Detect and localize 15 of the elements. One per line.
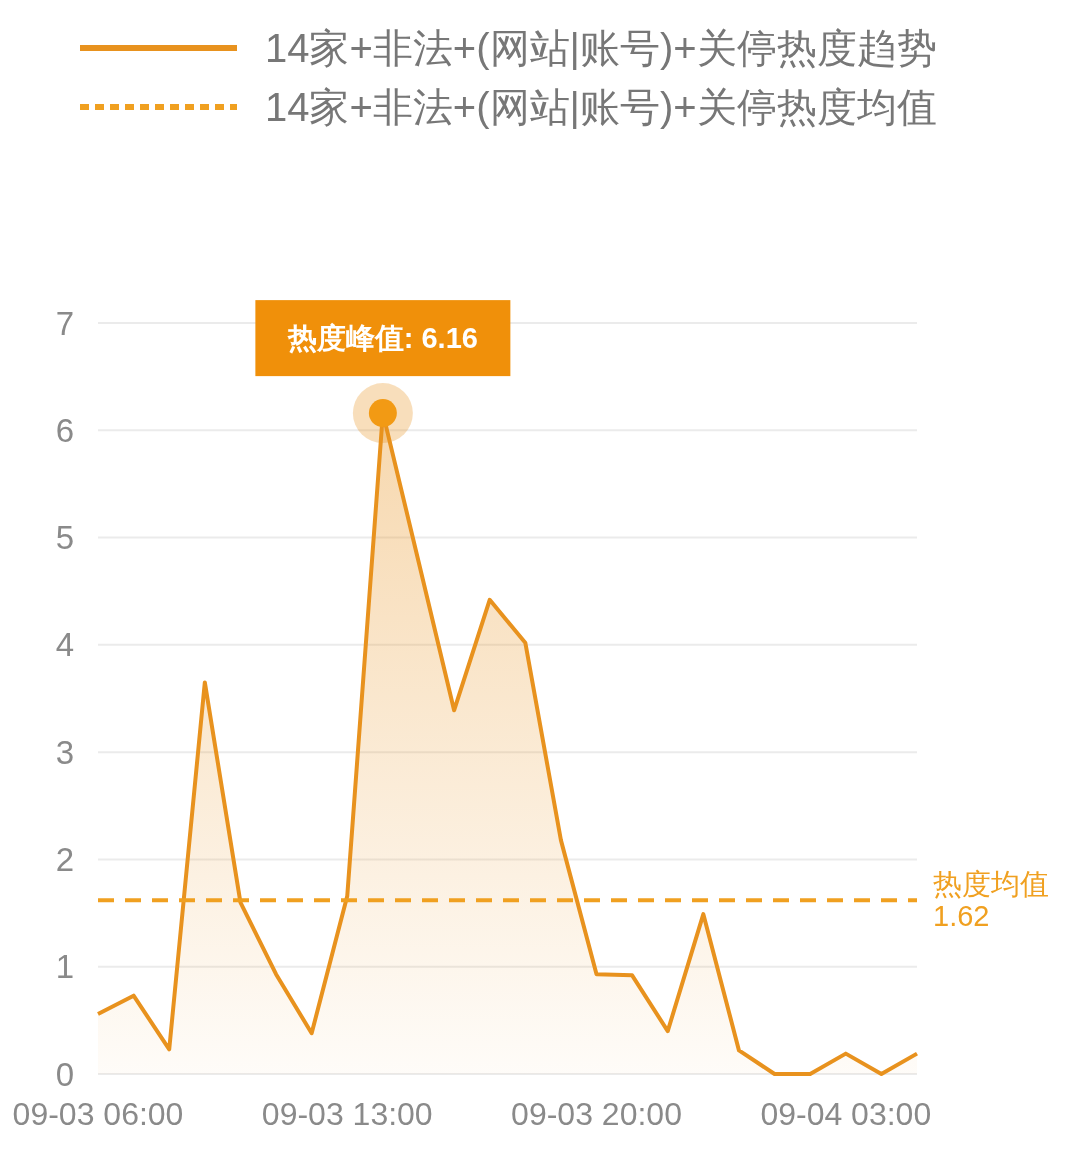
x-tick-label: 09-03 20:00 [511,1096,682,1132]
annotation: 热度峰值: 6.16 [286,322,478,355]
y-tick-label: 6 [55,411,74,449]
y-tick-label: 0 [55,1055,74,1093]
x-tick-label: 09-03 06:00 [12,1096,184,1132]
y-tick-label: 7 [55,304,74,342]
y-tick-label: 1 [55,948,74,986]
x-tick-label: 09-03 13:00 [261,1096,433,1132]
y-tick-label: 5 [55,519,74,557]
legend-label: 14家+非法+(网站|账号)+关停热度均值 [265,85,937,129]
y-tick-label: 4 [55,626,74,664]
legend-label: 14家+非法+(网站|账号)+关停热度趋势 [265,26,937,70]
y-tick-label: 3 [55,733,74,771]
x-tick-label: 09-04 03:00 [760,1096,932,1132]
y-tick-label: 2 [55,840,74,878]
